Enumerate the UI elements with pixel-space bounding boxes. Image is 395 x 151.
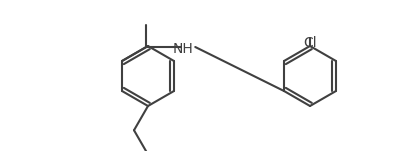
- Text: NH: NH: [173, 42, 194, 56]
- Text: Cl: Cl: [303, 36, 317, 50]
